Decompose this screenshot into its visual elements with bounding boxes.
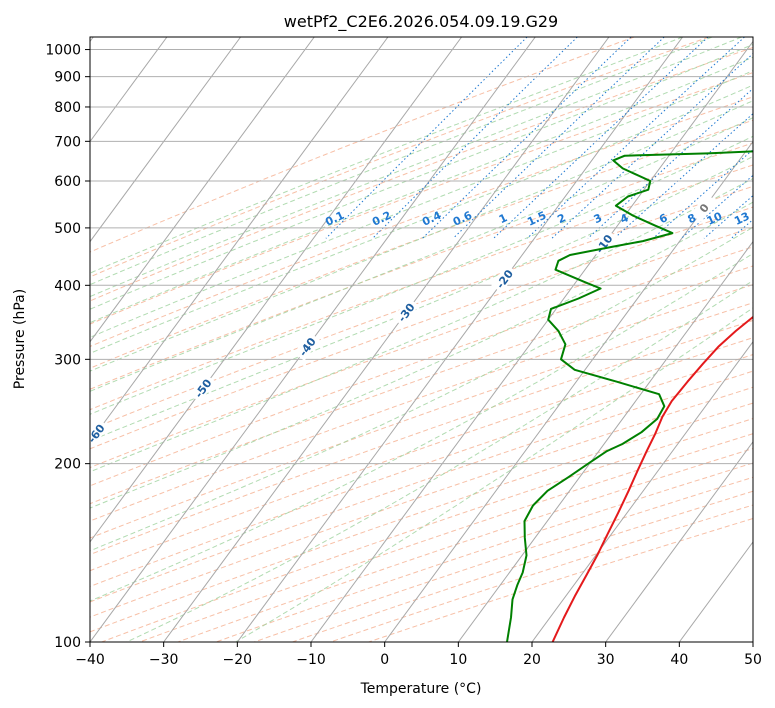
moist-adiabat — [90, 70, 753, 338]
moist-adiabats — [90, 37, 753, 642]
y-tick-label: 100 — [54, 635, 81, 651]
isotherm — [90, 37, 242, 243]
y-tick-label: 500 — [54, 221, 81, 237]
moist-adiabat — [90, 201, 753, 509]
moist-adiabat — [90, 56, 753, 324]
chart-title: wetPf2_C2E6.2026.054.09.19.G29 — [284, 12, 558, 32]
moist-adiabat — [90, 37, 713, 286]
x-tick-label: 40 — [670, 652, 688, 668]
plot-area: -100-90-80-70-60-50-40-30-20-10010203040… — [0, 37, 774, 642]
dry-adiabat — [90, 386, 753, 618]
mixing-ratio-line — [613, 113, 753, 239]
temperature-profile-line — [551, 315, 753, 642]
dry-adiabat — [90, 96, 753, 348]
isotherm — [90, 37, 389, 443]
moist-adiabat — [90, 252, 753, 602]
isotherm — [531, 340, 753, 642]
dry-adiabat — [90, 354, 753, 587]
isotherm — [457, 240, 753, 642]
isotherm-label: -70 — [0, 465, 2, 489]
mixing-ratio-label: 10 — [705, 209, 725, 227]
sounding-series — [506, 150, 753, 642]
mixing-ratio-label: 13 — [732, 210, 751, 228]
y-tick-label: 800 — [54, 100, 81, 116]
isotherm-label-bg — [293, 332, 320, 361]
y-tick-label: 600 — [54, 174, 81, 190]
mixing-ratio-lines — [325, 37, 753, 239]
isotherm — [310, 40, 753, 642]
y-tick-label: 200 — [54, 457, 81, 473]
y-tick-label: 1000 — [45, 43, 81, 59]
isotherm — [384, 140, 753, 642]
x-tick-label: 20 — [523, 652, 541, 668]
dry-adiabat — [90, 370, 753, 603]
y-tick-label: 700 — [54, 134, 81, 150]
isotherm-label-bg — [491, 264, 518, 294]
moist-adiabat — [90, 177, 753, 473]
mixing-ratio-line — [452, 37, 665, 239]
mixing-ratio-label: 16 — [754, 209, 774, 227]
x-tick-label: −20 — [223, 652, 253, 668]
isotherm — [236, 37, 684, 642]
mixing-ratio-line — [526, 37, 745, 239]
dry-adiabat — [90, 46, 753, 302]
dry-adiabat — [90, 142, 753, 390]
isotherm-label-bg — [0, 462, 3, 491]
y-tick-label: 300 — [54, 352, 81, 368]
plot-background — [90, 37, 753, 642]
isotherm — [163, 37, 610, 642]
dry-adiabat — [90, 284, 753, 522]
moist-adiabat — [90, 37, 742, 298]
y-tick-label: 900 — [54, 70, 81, 86]
isotherm — [90, 37, 168, 143]
x-tick-label: 50 — [744, 652, 762, 668]
dry-adiabat — [90, 37, 635, 253]
isotherm-label-bg — [690, 193, 717, 223]
moist-adiabat — [90, 226, 753, 552]
dry-adiabat — [90, 337, 753, 572]
isotherm — [90, 37, 463, 543]
x-tick-label: 0 — [380, 652, 389, 668]
mixing-ratio-line — [551, 52, 753, 239]
dry-adiabat — [90, 319, 753, 556]
moist-adiabat — [90, 37, 683, 274]
x-tick-label: 30 — [597, 652, 615, 668]
x-tick-label: −30 — [149, 652, 179, 668]
y-axis: 100 200 300 400 500 600 700 800 900 1000 — [45, 43, 90, 651]
dry-adiabat — [90, 37, 709, 278]
x-tick-label: −40 — [75, 652, 105, 668]
y-axis-label: Pressure (hPa) — [12, 289, 28, 389]
dry-adiabat — [90, 185, 753, 431]
x-axis-label: Temperature (°C) — [360, 681, 482, 697]
x-axis: −40 −30 −20 −10 0 10 20 30 40 50 — [75, 642, 762, 668]
y-tick-label: 400 — [54, 278, 81, 294]
mixing-ratio-line — [752, 237, 753, 239]
dry-adiabat — [90, 302, 753, 539]
mixing-ratio-line — [372, 37, 578, 239]
isotherm — [752, 641, 753, 642]
isotherm — [90, 37, 315, 343]
isotherm-label-bg — [90, 418, 109, 448]
isotherm-label-bg — [392, 297, 419, 327]
x-tick-label: 10 — [449, 652, 467, 668]
x-tick-label: −10 — [296, 652, 326, 668]
plot-frame — [89, 36, 754, 643]
isobars — [90, 49, 753, 642]
mixing-ratio-line — [681, 174, 753, 239]
dewpoint-profile-line — [506, 150, 753, 642]
isotherm-label-bg — [189, 373, 216, 403]
isotherm — [605, 440, 753, 642]
